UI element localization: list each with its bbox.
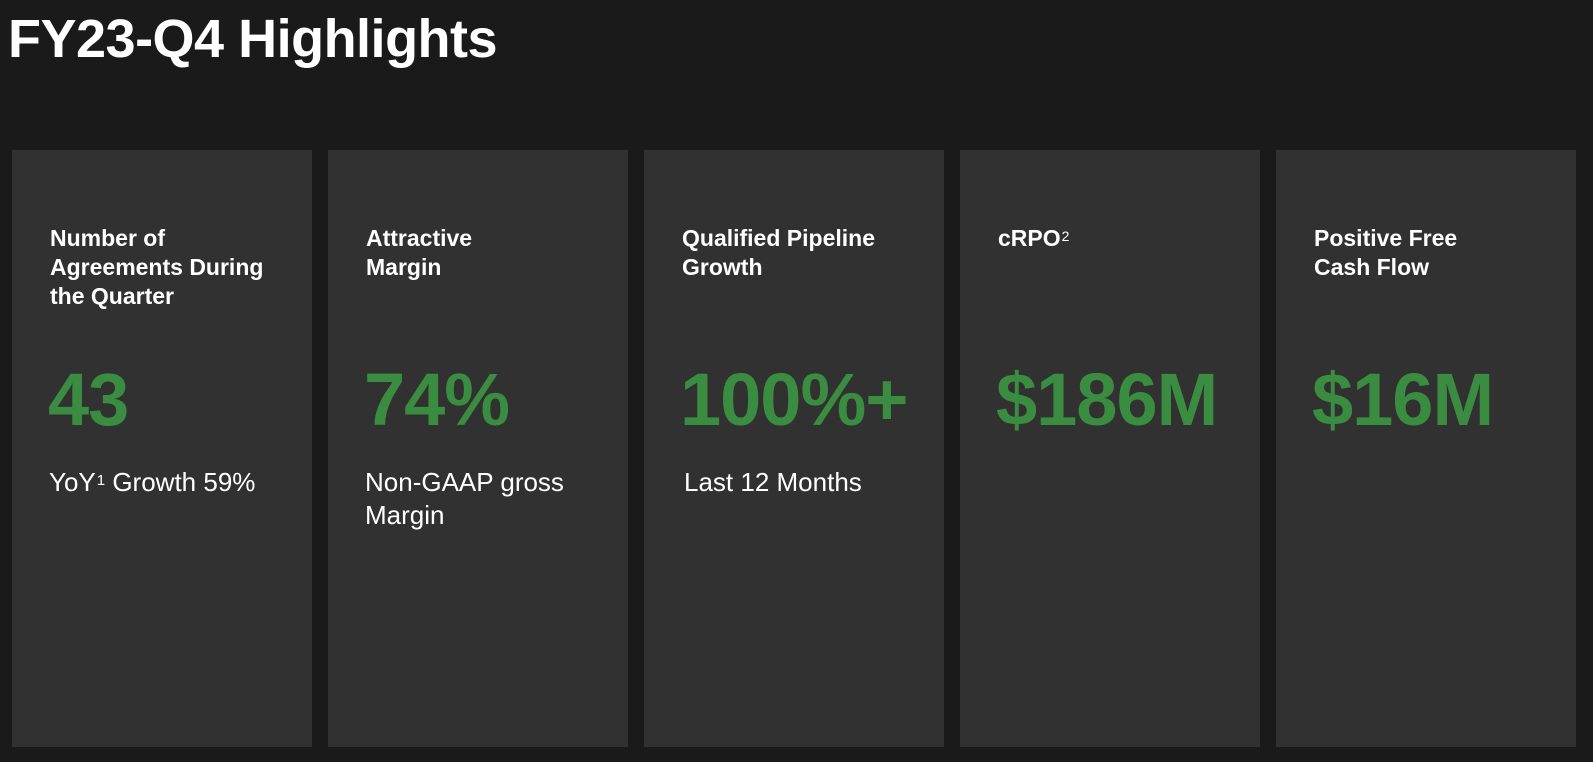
card-title-text: Attractive Margin xyxy=(366,225,473,280)
card-value: 74% xyxy=(364,358,510,441)
card-cash-flow: Positive Free Cash Flow $16M xyxy=(1276,150,1576,747)
card-subtitle-text: Non-GAAP gross Margin xyxy=(365,467,564,530)
card-crpo: cRPO2 $186M xyxy=(960,150,1260,747)
card-title-text: Positive Free Cash Flow xyxy=(1314,225,1458,280)
card-subtitle: Non-GAAP gross Margin xyxy=(365,466,595,532)
card-title: Attractive Margin xyxy=(366,224,516,282)
card-subtitle: YoY1 Growth 59% xyxy=(49,466,299,499)
card-title: Number of Agreements During the Quarter xyxy=(50,224,286,311)
card-value: 43 xyxy=(48,358,129,441)
card-pipeline: Qualified Pipeline Growth 100%+ Last 12 … xyxy=(644,150,944,747)
card-subtitle-suffix: Growth 59% xyxy=(105,467,256,497)
card-title-footnote: 2 xyxy=(1061,228,1070,244)
card-subtitle-footnote: 1 xyxy=(96,472,106,489)
card-value: 100%+ xyxy=(680,358,908,441)
card-title-text: Number of Agreements During the Quarter xyxy=(50,225,264,309)
card-title: Positive Free Cash Flow xyxy=(1314,224,1514,282)
card-subtitle xyxy=(1313,466,1563,499)
card-title: cRPO2 xyxy=(998,224,1248,253)
card-agreements: Number of Agreements During the Quarter … xyxy=(12,150,312,747)
card-value: $186M xyxy=(996,358,1218,441)
card-subtitle-text: YoY xyxy=(49,467,96,497)
card-title-text: cRPO xyxy=(998,225,1061,251)
card-subtitle xyxy=(997,466,1247,499)
highlight-cards: Number of Agreements During the Quarter … xyxy=(12,150,1576,747)
card-title: Qualified Pipeline Growth xyxy=(682,224,882,282)
card-title-text: Qualified Pipeline Growth xyxy=(682,225,875,280)
page-title: FY23-Q4 Highlights xyxy=(8,9,498,69)
card-subtitle: Last 12 Months xyxy=(684,466,934,499)
card-margin: Attractive Margin 74% Non-GAAP gross Mar… xyxy=(328,150,628,747)
card-value: $16M xyxy=(1312,358,1494,441)
card-subtitle-text: Last 12 Months xyxy=(684,467,862,497)
